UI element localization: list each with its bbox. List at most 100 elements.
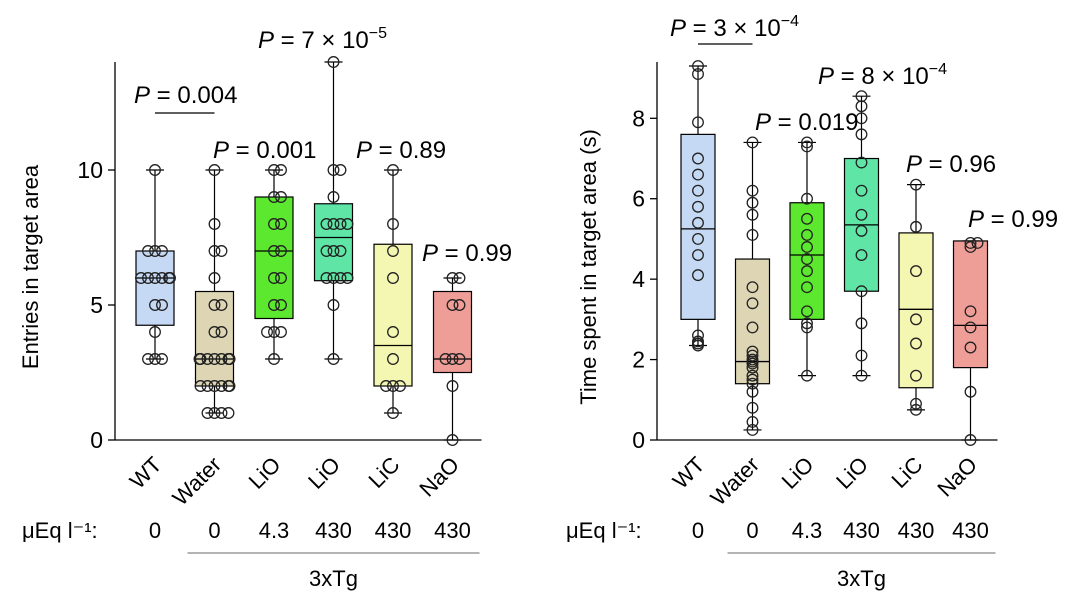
data-point (801, 369, 813, 382)
data-point (387, 407, 399, 419)
p-symbol: P (356, 137, 372, 164)
data-point (910, 265, 922, 278)
data-point (208, 272, 221, 284)
data-point (208, 407, 221, 419)
dose-value: 0 (208, 518, 220, 543)
data-point (320, 218, 333, 230)
p-symbol: P (258, 27, 274, 54)
box-nao-5 (952, 237, 989, 446)
y-tick-label: 2 (632, 347, 645, 373)
p-value: = 0.99 (438, 240, 512, 267)
p-value-annotation: P = 3 × 10−4 (670, 13, 799, 42)
data-point (910, 313, 922, 326)
data-point (327, 218, 340, 230)
dose-value: 430 (952, 518, 989, 543)
data-point (964, 341, 977, 354)
data-point (261, 326, 273, 338)
data-point (746, 369, 759, 382)
data-point (746, 228, 759, 241)
box-iqr (432, 290, 473, 374)
data-point (801, 192, 813, 205)
data-point (692, 152, 704, 165)
data-point (746, 184, 759, 197)
data-point (746, 361, 759, 374)
data-point (964, 434, 977, 446)
data-point (453, 353, 466, 365)
data-point (692, 168, 704, 181)
p-symbol: P (134, 82, 150, 109)
y-axis-label: Time spent in target area (s) (576, 129, 601, 405)
data-point (692, 329, 704, 342)
data-point (855, 128, 868, 141)
data-point (164, 272, 176, 284)
data-point (801, 253, 813, 265)
data-point (855, 317, 868, 330)
data-point (692, 200, 704, 213)
data-point (746, 349, 759, 362)
data-point (453, 272, 466, 284)
box-iqr (789, 202, 825, 320)
data-point (156, 245, 168, 257)
data-point (964, 321, 977, 334)
data-point (746, 353, 759, 366)
data-point (275, 245, 287, 257)
data-point (801, 305, 813, 318)
box-wt-0 (135, 164, 176, 365)
dose-value: 430 (375, 518, 412, 543)
data-point (855, 208, 868, 221)
box-lio-2 (254, 164, 294, 365)
data-point (156, 299, 168, 311)
box-lio-2 (789, 136, 825, 382)
p-value-annotation: P = 0.004 (134, 82, 237, 109)
p-value-annotation: P = 0.89 (356, 137, 446, 164)
dose-value: 430 (898, 518, 935, 543)
data-point (149, 326, 161, 338)
data-point (341, 218, 354, 230)
box-iqr (680, 133, 716, 320)
data-point (327, 353, 340, 365)
data-point (910, 178, 922, 191)
data-point (149, 353, 161, 365)
data-point (910, 403, 922, 416)
data-point (334, 272, 347, 284)
data-point (208, 164, 221, 176)
dose-value: 0 (746, 518, 758, 543)
dose-unit-label: μEq l⁻¹: (566, 518, 642, 543)
p-value: = 0.019 (771, 109, 858, 136)
dose-value: 430 (843, 518, 880, 543)
data-point (275, 218, 287, 230)
data-point (327, 56, 340, 68)
data-point (208, 353, 221, 365)
data-point (201, 353, 214, 365)
data-point (327, 191, 340, 203)
data-point (855, 349, 868, 362)
data-point (156, 272, 168, 284)
box-nao-5 (432, 272, 473, 446)
category-label: LiC (887, 452, 928, 493)
data-point (746, 321, 759, 334)
data-point (971, 237, 984, 249)
data-point (387, 218, 399, 230)
data-point (692, 184, 704, 197)
data-point (142, 245, 154, 257)
data-point (156, 353, 168, 365)
data-point (446, 272, 459, 284)
p-value-annotation: P = 0.001 (213, 137, 316, 164)
data-point (268, 272, 280, 284)
data-point (801, 321, 813, 334)
data-point (910, 220, 922, 233)
p-value: = 8 × 10 (834, 63, 929, 90)
data-point (964, 385, 977, 398)
data-point (453, 299, 466, 311)
data-point (855, 90, 868, 103)
data-point (334, 164, 347, 176)
y-tick-label: 4 (632, 266, 645, 292)
p-symbol: P (422, 240, 438, 267)
data-point (149, 299, 161, 311)
box-wt-0 (680, 60, 716, 352)
data-point (692, 269, 704, 282)
y-tick-label: 10 (77, 157, 103, 183)
